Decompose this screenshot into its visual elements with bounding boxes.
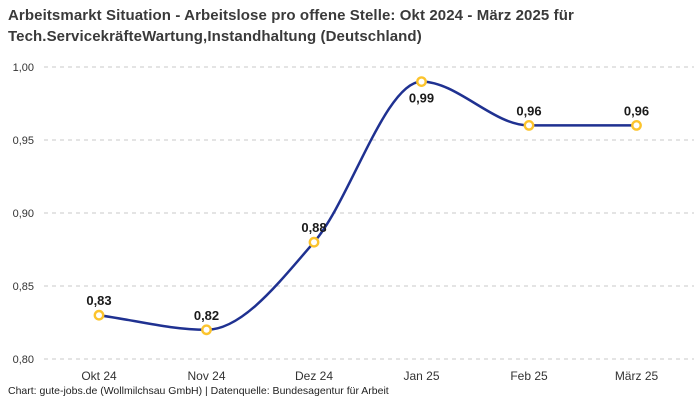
y-tick-label: 1,00	[13, 62, 34, 74]
y-tick-label: 0,85	[13, 281, 34, 293]
data-point-marker	[308, 236, 320, 248]
chart-source-footer: Chart: gute-jobs.de (Wollmilchsau GmbH) …	[8, 385, 389, 397]
data-point-label: 0,82	[194, 308, 219, 323]
data-point-marker	[416, 76, 427, 88]
chart-title: Arbeitsmarkt Situation - Arbeitslose pro…	[8, 5, 688, 47]
data-point-label: 0,83	[86, 293, 111, 308]
gridlines: 1,00 0,95 0,90 0,85 0,80	[13, 62, 694, 366]
data-points: 0,83 0,82 0,88 0,99 0,96 0,96	[86, 76, 649, 336]
chart-title-line1: Arbeitsmarkt Situation - Arbeitslose pro…	[8, 7, 574, 24]
line-chart-canvas: 1,00 0,95 0,90 0,85 0,80 Okt 24 Nov 24 Dez 24 Ja…	[13, 62, 694, 383]
x-axis-labels: Okt 24 Nov 24 Dez 24 Jan 25 Feb 25 März 25	[81, 369, 658, 383]
data-point-label: 0,88	[301, 220, 326, 235]
data-point-label: 0,96	[624, 103, 649, 118]
x-tick-label: Jan 25	[403, 369, 439, 383]
x-tick-label: Feb 25	[510, 369, 548, 383]
data-point-label: 0,96	[516, 103, 541, 118]
data-point-marker	[631, 120, 642, 131]
data-point-marker	[201, 324, 212, 336]
chart-title-line2: Tech.ServicekräfteWartung,Instandhaltung…	[8, 28, 422, 45]
series-line	[97, 80, 638, 332]
y-tick-label: 0,80	[13, 354, 34, 366]
x-tick-label: März 25	[615, 369, 659, 383]
x-tick-label: Nov 24	[187, 369, 225, 383]
data-point-marker	[93, 309, 105, 321]
data-point-label: 0,99	[409, 91, 434, 106]
x-tick-label: Okt 24	[81, 369, 117, 383]
data-point-marker	[523, 120, 535, 131]
x-tick-label: Dez 24	[295, 369, 333, 383]
y-tick-label: 0,90	[13, 208, 34, 220]
y-tick-label: 0,95	[13, 135, 34, 147]
